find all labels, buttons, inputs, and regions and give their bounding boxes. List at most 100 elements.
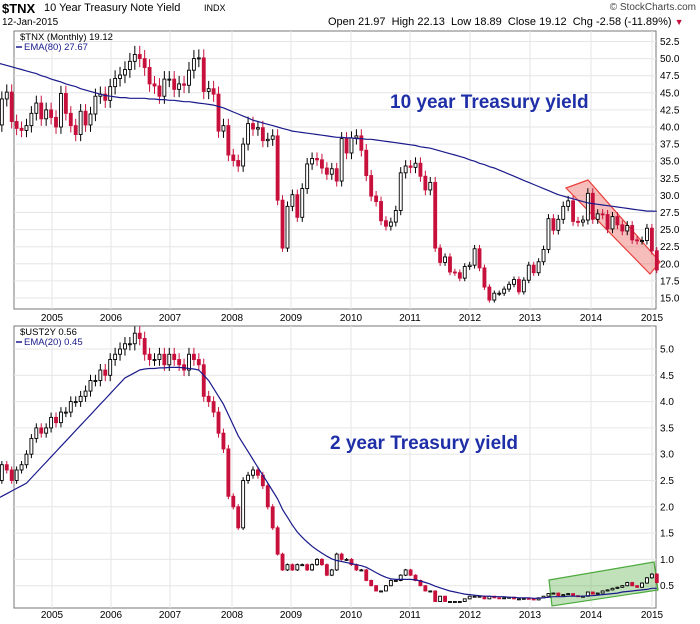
- chart-panel-1: 2005 2006 2007 2008 2009 2010 2011 2012 2013 2014…: [0, 30, 680, 324]
- x-tick-label: 2013: [519, 313, 542, 324]
- candle-body: [246, 474, 250, 481]
- candle-body: [88, 380, 93, 392]
- candle-body: [462, 598, 467, 602]
- candle-body: [492, 292, 497, 301]
- candle-body: [615, 586, 620, 589]
- candle-body: [497, 292, 502, 295]
- candle-body: [359, 569, 364, 572]
- candle-body: [566, 200, 571, 207]
- candle-body: [39, 427, 44, 434]
- price-stats: Open 21.97 High 22.13 Low 18.89 Close 19…: [328, 16, 684, 28]
- candle-body: [546, 593, 551, 597]
- y-tick-label: 25.0: [660, 225, 680, 236]
- candle-body: [300, 564, 305, 567]
- candle-body: [4, 464, 9, 471]
- candle-body: [54, 416, 58, 424]
- x-tick-label: 2012: [459, 610, 482, 621]
- candle-body: [581, 219, 585, 223]
- y-tick-label: 1.0: [660, 555, 674, 566]
- candle-body: [428, 181, 433, 191]
- candle-body: [521, 597, 526, 600]
- candle-body: [73, 401, 78, 404]
- candle-body: [433, 181, 438, 249]
- candle-body: [502, 597, 507, 600]
- instrument-name: 10 Year Treasury Note Yield: [44, 2, 181, 14]
- candle-body: [206, 395, 211, 403]
- stat-chg-label: Chg: [572, 16, 593, 28]
- candle-body: [177, 359, 182, 366]
- candle-body: [290, 564, 295, 571]
- x-tick-label: 2007: [159, 610, 182, 621]
- candle-body: [556, 218, 561, 231]
- candle-body: [236, 506, 241, 529]
- stat-open-value: 21.97: [357, 16, 386, 28]
- y-tick-label: 40.0: [660, 123, 680, 134]
- stat-open-label: Open: [328, 16, 355, 28]
- candle-body: [137, 54, 142, 60]
- candle-body: [132, 54, 137, 62]
- candle-body: [29, 112, 34, 127]
- candle-body: [585, 192, 590, 221]
- y-tick-label: 37.5: [660, 140, 680, 151]
- candle-body: [531, 598, 536, 601]
- candle-body: [162, 78, 167, 97]
- candle-body: [384, 585, 388, 592]
- legend-ema: EMA(80) 27.67: [24, 42, 88, 53]
- candle-body: [147, 67, 152, 85]
- y-tick-label: 4.5: [660, 371, 674, 382]
- y-tick-label: 4.0: [660, 397, 674, 408]
- candle-body: [571, 593, 576, 597]
- candle-body: [364, 149, 369, 177]
- candle-body: [44, 427, 49, 434]
- x-tick-label: 2005: [41, 313, 64, 324]
- candle-body: [625, 582, 630, 587]
- candle-body: [29, 437, 34, 455]
- candle-body: [78, 395, 83, 403]
- candle-body: [152, 359, 157, 361]
- candle-body: [502, 288, 507, 294]
- candle-body: [364, 569, 369, 581]
- candle-body: [320, 558, 324, 566]
- candle-body: [398, 172, 403, 211]
- x-tick-label: 2012: [459, 313, 482, 324]
- chart-annotation: 2 year Treasury yield: [330, 433, 518, 454]
- candle-body: [393, 209, 398, 223]
- x-tick-label: 2006: [100, 610, 123, 621]
- stat-high-value: 22.13: [417, 16, 445, 28]
- candle-body: [221, 125, 226, 132]
- stat-low-value: 18.89: [474, 16, 502, 28]
- candle-body: [226, 125, 231, 156]
- candle-body: [521, 279, 526, 293]
- candle-body: [255, 127, 260, 130]
- candle-body: [595, 213, 600, 220]
- candle-body: [472, 595, 477, 598]
- ema-line: [0, 366, 657, 599]
- candle-body: [182, 83, 186, 86]
- y-tick-label: 5.0: [660, 345, 674, 356]
- candle-body: [334, 553, 339, 571]
- candle-body: [649, 573, 654, 579]
- candle-body: [640, 240, 644, 242]
- candle-body: [645, 577, 649, 584]
- stat-low-label: Low: [450, 16, 472, 28]
- candle-body: [4, 91, 9, 100]
- candle-body: [310, 564, 315, 571]
- y-tick-label: 27.5: [660, 208, 680, 219]
- candle-body: [251, 469, 255, 476]
- legend-primary: $TNX (Monthly) 19.12: [20, 32, 113, 43]
- candle-body: [546, 218, 551, 250]
- x-tick-label: 2008: [221, 313, 244, 324]
- candle-body: [605, 589, 610, 592]
- candle-body: [152, 83, 157, 87]
- candle-body: [645, 227, 649, 241]
- candle-body: [54, 116, 58, 128]
- x-tick-label: 2009: [280, 610, 303, 621]
- candle-body: [477, 248, 482, 269]
- candle-body: [408, 165, 413, 168]
- candle-body: [280, 199, 285, 249]
- candle-body: [83, 110, 88, 126]
- candle-body: [19, 464, 24, 471]
- y-tick-label: 35.0: [660, 157, 680, 168]
- candle-body: [443, 595, 447, 602]
- candle-body: [191, 58, 196, 71]
